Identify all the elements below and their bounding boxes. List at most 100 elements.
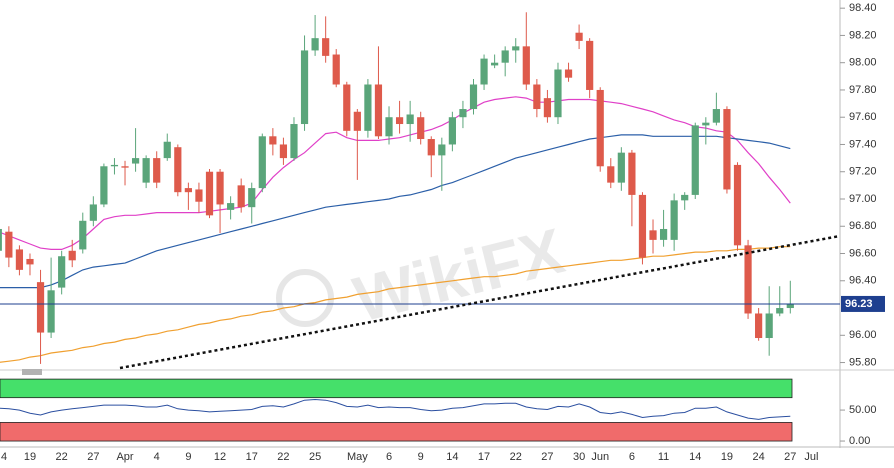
candle-body	[638, 194, 647, 258]
candle-body	[691, 125, 699, 195]
candle-body	[131, 158, 140, 164]
candle-body	[374, 84, 383, 137]
x-tick-label: 4	[154, 451, 160, 463]
candle-body	[269, 136, 277, 145]
y-tick-label: 95.80	[849, 356, 877, 368]
candle-body	[248, 188, 256, 208]
x-tick-label: May	[347, 451, 368, 463]
candle-body	[79, 220, 87, 250]
candle-body	[765, 313, 773, 339]
x-tick-label: 27	[87, 451, 99, 463]
candle-body	[448, 117, 456, 145]
candle-body	[68, 250, 76, 261]
y-tick-label: 98.40	[849, 2, 877, 14]
candle-body	[670, 200, 678, 240]
x-tick-label: 17	[246, 451, 258, 463]
candle-body	[733, 164, 742, 246]
candle-body	[681, 194, 689, 201]
candle-body	[227, 203, 235, 210]
x-tick-label: 6	[386, 451, 392, 463]
candle-body	[586, 40, 594, 90]
candle-body	[533, 84, 541, 110]
candle-body	[501, 50, 509, 63]
x-tick-label: 19	[24, 451, 36, 463]
x-tick-label: 9	[418, 451, 424, 463]
watermark-logo	[276, 269, 334, 327]
x-tick-label: 19	[721, 451, 733, 463]
candle-body	[300, 50, 309, 125]
x-tick-label: 17	[478, 451, 490, 463]
x-tick-label: 6	[629, 451, 635, 463]
candle-body	[153, 158, 161, 183]
y-tick-label: 96.60	[849, 247, 877, 259]
x-tick-label: 22	[277, 451, 289, 463]
candle-body	[712, 109, 720, 123]
candle-body	[723, 109, 731, 190]
moving-average	[0, 246, 791, 363]
moving-average	[0, 96, 791, 250]
candle-body	[100, 166, 108, 205]
candle-body	[47, 290, 55, 333]
candle-body	[26, 258, 34, 265]
candle-body	[755, 313, 763, 339]
candle-body	[184, 188, 192, 193]
candle-body	[332, 54, 340, 85]
x-tick-label: 24	[752, 451, 764, 463]
x-tick-label: Apr	[116, 451, 133, 463]
x-tick-label: 14	[689, 451, 701, 463]
candle-body	[89, 204, 97, 221]
candle-body	[174, 147, 182, 193]
candle-body	[543, 98, 552, 118]
x-tick-label: Jul	[804, 451, 818, 463]
y-tick-label: 0.00	[849, 435, 870, 447]
x-tick-label: 4	[1, 451, 7, 463]
x-tick-label: 9	[185, 451, 191, 463]
candle-body	[776, 308, 784, 314]
candle-body	[649, 230, 657, 240]
y-tick-label: 98.20	[849, 29, 877, 41]
candle-body	[343, 84, 351, 131]
candle-body	[628, 152, 636, 195]
candle-body	[395, 117, 404, 125]
candle-body	[596, 89, 604, 167]
candle-body	[142, 158, 150, 183]
x-tick-label: 14	[446, 451, 458, 463]
moving-average	[0, 134, 791, 289]
y-tick-label: 97.20	[849, 166, 877, 178]
candle-body	[110, 164, 119, 167]
candle-body	[480, 58, 488, 85]
x-tick-label: Jun	[591, 451, 609, 463]
candle-body	[564, 69, 573, 78]
candle-body	[491, 62, 499, 66]
x-tick-label: 30	[573, 451, 585, 463]
y-tick-label: 96.80	[849, 220, 877, 232]
candle-body	[121, 166, 129, 168]
candle-body	[522, 46, 530, 85]
candle-body	[364, 84, 372, 131]
candle-body	[353, 111, 361, 131]
x-tick-label: 12	[214, 451, 226, 463]
x-tick-label: 25	[309, 451, 321, 463]
candle-body	[702, 122, 710, 126]
last-price-box	[841, 295, 885, 312]
y-tick-label: 98.00	[849, 57, 877, 69]
last-price-label: 96.23	[845, 298, 873, 310]
candle-body	[322, 38, 330, 56]
candle-body	[786, 303, 794, 309]
candle-body	[406, 114, 414, 125]
y-tick-label: 97.00	[849, 193, 877, 205]
x-tick-label: 27	[541, 451, 553, 463]
candle-body	[58, 256, 66, 288]
panel-handle	[22, 369, 42, 375]
candle-body	[258, 136, 266, 189]
y-tick-label: 97.40	[849, 138, 877, 150]
candle-body	[290, 124, 298, 159]
x-tick-label: 11	[658, 451, 669, 463]
x-tick-label: 27	[784, 451, 796, 463]
candle-body	[512, 46, 520, 51]
y-tick-label: 97.60	[849, 111, 877, 123]
y-tick-label: 96.00	[849, 329, 877, 341]
candle-body	[427, 139, 435, 156]
indicator-line	[0, 398, 791, 420]
x-tick-label: 22	[510, 451, 522, 463]
